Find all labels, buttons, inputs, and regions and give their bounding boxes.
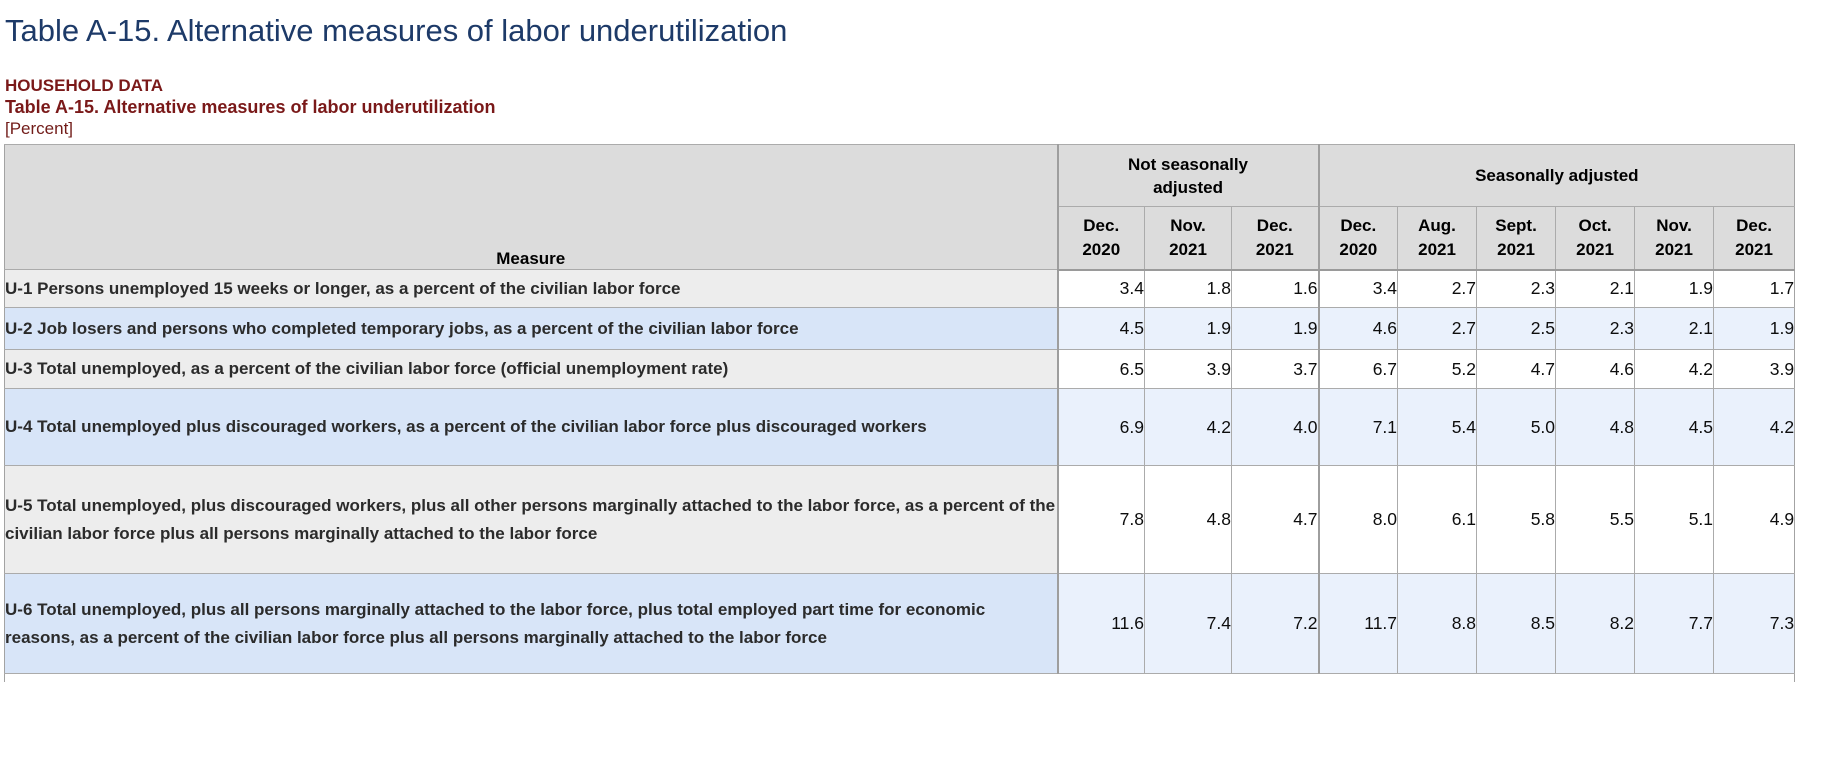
month-header: Dec. 2020 bbox=[1317, 206, 1399, 271]
value-cell: 6.5 bbox=[1056, 349, 1145, 389]
value-cell: 3.4 bbox=[1317, 269, 1399, 308]
value-cell: 4.7 bbox=[1230, 465, 1320, 574]
value-cell: 5.5 bbox=[1555, 465, 1636, 574]
value-cell: 2.5 bbox=[1476, 307, 1557, 350]
measure-cell: U-4 Total unemployed plus discouraged wo… bbox=[4, 388, 1058, 466]
value-cell: 4.6 bbox=[1317, 307, 1399, 350]
month-header: Nov. 2021 bbox=[1144, 206, 1232, 271]
value-cell: 2.3 bbox=[1555, 307, 1636, 350]
value-cell: 1.8 bbox=[1144, 269, 1232, 308]
value-cell: 1.9 bbox=[1230, 307, 1320, 350]
month-header: Dec. 2021 bbox=[1230, 206, 1320, 271]
value-cell: 1.7 bbox=[1713, 269, 1796, 308]
empty-cell bbox=[1318, 673, 1398, 682]
month-header: Dec. 2021 bbox=[1713, 206, 1796, 271]
value-cell: 1.9 bbox=[1713, 307, 1796, 350]
measure-column-header: Measure bbox=[4, 144, 1058, 270]
value-cell: 3.9 bbox=[1144, 349, 1232, 389]
group-header-not-seasonally-adjusted: Not seasonally adjusted bbox=[1056, 144, 1320, 207]
value-cell: 7.8 bbox=[1056, 465, 1145, 574]
value-cell: 7.1 bbox=[1317, 388, 1399, 466]
value-cell: 8.0 bbox=[1317, 465, 1399, 574]
month-header: Dec. 2020 bbox=[1056, 206, 1145, 271]
value-cell: 1.6 bbox=[1230, 269, 1320, 308]
value-cell: 2.3 bbox=[1476, 269, 1557, 308]
table-title: Table A-15. Alternative measures of labo… bbox=[5, 97, 496, 117]
empty-cell bbox=[1713, 673, 1796, 682]
value-cell: 4.0 bbox=[1230, 388, 1320, 466]
value-cell: 2.1 bbox=[1555, 269, 1636, 308]
value-cell: 11.7 bbox=[1317, 573, 1399, 674]
table-row-u1: U-1 Persons unemployed 15 weeks or longe… bbox=[4, 269, 1796, 308]
month-header: Oct. 2021 bbox=[1555, 206, 1636, 271]
page-title: Table A-15. Alternative measures of labo… bbox=[5, 13, 788, 48]
empty-cell bbox=[4, 673, 1058, 682]
value-cell: 3.4 bbox=[1056, 269, 1145, 308]
header-group-row: Measure Not seasonally adjusted Seasonal… bbox=[4, 144, 1796, 270]
table-row-u2: U-2 Job losers and persons who completed… bbox=[4, 307, 1796, 350]
section-heading: HOUSEHOLD DATA bbox=[5, 76, 164, 95]
measure-cell: U-2 Job losers and persons who completed… bbox=[4, 307, 1058, 350]
value-cell: 4.2 bbox=[1634, 349, 1715, 389]
measure-cell: U-1 Persons unemployed 15 weeks or longe… bbox=[4, 269, 1058, 308]
value-cell: 1.9 bbox=[1144, 307, 1232, 350]
table-row-u3: U-3 Total unemployed, as a percent of th… bbox=[4, 349, 1796, 389]
month-header: Sept. 2021 bbox=[1476, 206, 1557, 271]
month-header: Aug. 2021 bbox=[1397, 206, 1478, 271]
table-row-cutoff bbox=[4, 673, 1796, 682]
empty-cell bbox=[1144, 673, 1232, 682]
value-cell: 5.8 bbox=[1476, 465, 1557, 574]
table-heading-block: HOUSEHOLD DATA Table A-15. Alternative m… bbox=[5, 76, 1841, 139]
value-cell: 4.5 bbox=[1056, 307, 1145, 350]
measure-cell: U-5 Total unemployed, plus discouraged w… bbox=[4, 465, 1058, 574]
header-month-row: Dec. 2020 Nov. 2021 Dec. 2021 Dec. 2020 … bbox=[5, 206, 1796, 271]
unit-note: [Percent] bbox=[5, 119, 74, 138]
value-cell: 7.4 bbox=[1144, 573, 1232, 674]
value-cell: 4.8 bbox=[1555, 388, 1636, 466]
value-cell: 8.8 bbox=[1397, 573, 1478, 674]
value-cell: 2.1 bbox=[1634, 307, 1715, 350]
value-cell: 1.9 bbox=[1634, 269, 1715, 308]
value-cell: 8.2 bbox=[1555, 573, 1636, 674]
value-cell: 7.2 bbox=[1230, 573, 1320, 674]
value-cell: 4.8 bbox=[1144, 465, 1232, 574]
data-table: Measure Not seasonally adjusted Seasonal… bbox=[4, 144, 1796, 682]
value-cell: 3.9 bbox=[1713, 349, 1796, 389]
empty-cell bbox=[1555, 673, 1635, 682]
group-header-seasonally-adjusted: Seasonally adjusted bbox=[1317, 144, 1796, 207]
value-cell: 5.4 bbox=[1397, 388, 1478, 466]
value-cell: 7.3 bbox=[1713, 573, 1796, 674]
value-cell: 2.7 bbox=[1397, 269, 1478, 308]
value-cell: 4.2 bbox=[1144, 388, 1232, 466]
value-cell: 4.5 bbox=[1634, 388, 1715, 466]
value-cell: 6.1 bbox=[1397, 465, 1478, 574]
value-cell: 4.7 bbox=[1476, 349, 1557, 389]
value-cell: 2.7 bbox=[1397, 307, 1478, 350]
value-cell: 4.2 bbox=[1713, 388, 1796, 466]
value-cell: 11.6 bbox=[1056, 573, 1145, 674]
empty-cell bbox=[1057, 673, 1145, 682]
value-cell: 4.9 bbox=[1713, 465, 1796, 574]
value-cell: 6.7 bbox=[1317, 349, 1399, 389]
value-cell: 5.1 bbox=[1634, 465, 1715, 574]
value-cell: 5.2 bbox=[1397, 349, 1478, 389]
table-row-u4: U-4 Total unemployed plus discouraged wo… bbox=[4, 388, 1796, 466]
value-cell: 6.9 bbox=[1056, 388, 1145, 466]
value-cell: 3.7 bbox=[1230, 349, 1320, 389]
measure-cell: U-6 Total unemployed, plus all persons m… bbox=[4, 573, 1058, 674]
empty-cell bbox=[1634, 673, 1714, 682]
table-row-u5: U-5 Total unemployed, plus discouraged w… bbox=[4, 465, 1796, 574]
value-cell: 5.0 bbox=[1476, 388, 1557, 466]
empty-cell bbox=[1397, 673, 1477, 682]
table-row-u6: U-6 Total unemployed, plus all persons m… bbox=[4, 573, 1796, 674]
value-cell: 8.5 bbox=[1476, 573, 1557, 674]
month-header: Nov. 2021 bbox=[1634, 206, 1715, 271]
empty-cell bbox=[1231, 673, 1319, 682]
value-cell: 7.7 bbox=[1634, 573, 1715, 674]
empty-cell bbox=[1476, 673, 1556, 682]
value-cell: 4.6 bbox=[1555, 349, 1636, 389]
measure-cell: U-3 Total unemployed, as a percent of th… bbox=[4, 349, 1058, 389]
